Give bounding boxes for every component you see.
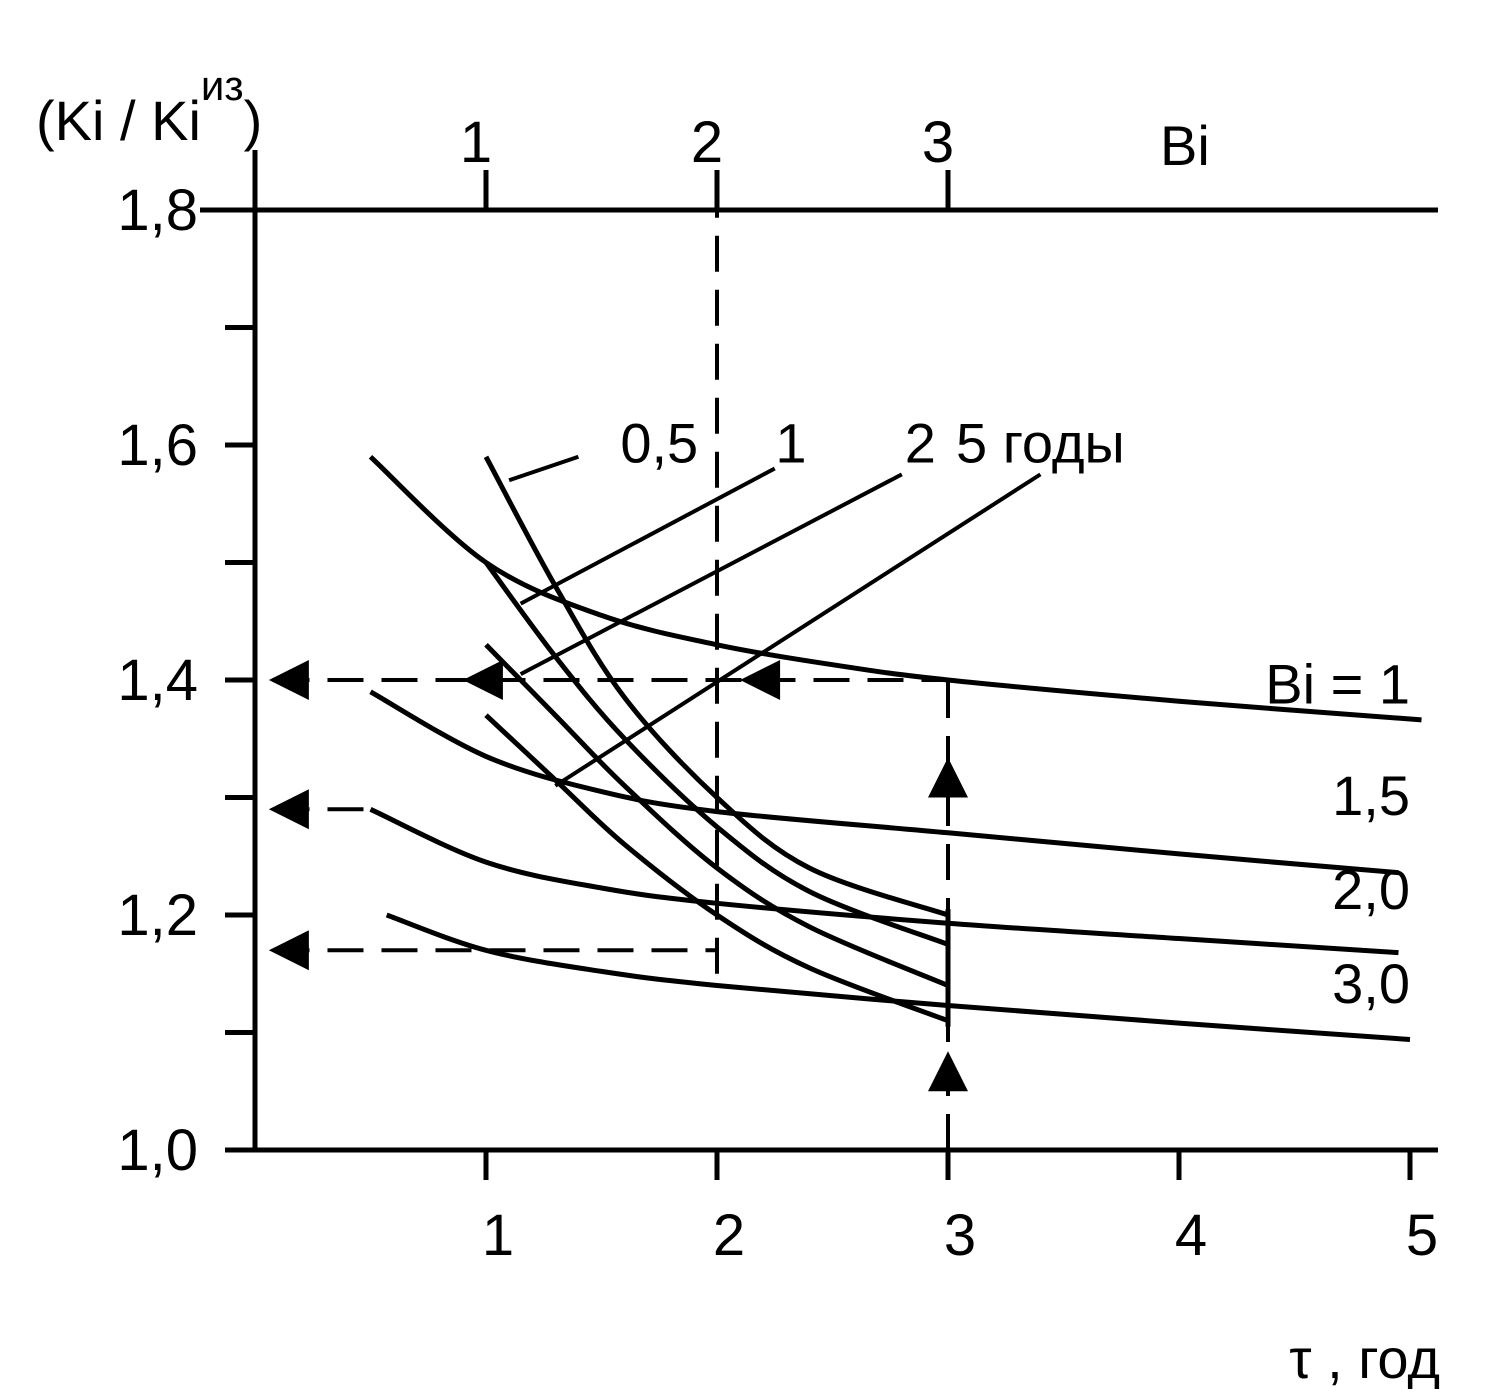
leader-line-05: [508, 454, 580, 483]
leader-line-2: [519, 472, 903, 676]
y-axis-title: (Ki / Kiиз): [36, 62, 262, 152]
leader-line-1: [519, 466, 776, 606]
top-tick-label: 2: [691, 110, 723, 175]
time-curve-label: 1: [775, 412, 806, 475]
y-axis-title-superscript: из: [201, 62, 244, 109]
time-curve-label: 2: [905, 412, 936, 475]
bi-curve-label: 3,0: [1332, 952, 1410, 1015]
bi-curve-label: Bi = 1: [1265, 653, 1410, 716]
top-tick-label: 3: [922, 110, 954, 175]
time-curve-label: 5 годы: [956, 412, 1125, 475]
arrow-marker-up: [928, 1051, 968, 1092]
x-tick-label: 2: [713, 1203, 745, 1268]
top-tick-label: 1: [460, 110, 492, 175]
y-tick-label: 1,4: [117, 648, 198, 713]
bi-curve-label: 1,5: [1332, 764, 1410, 827]
arrow-marker-left: [268, 660, 309, 700]
leader-line-3: [554, 472, 1042, 788]
top-axis-title: Bi: [1160, 114, 1210, 177]
time-curve-3: [484, 643, 949, 988]
x-axis-title: τ , год: [1289, 1327, 1440, 1390]
bi-curve-label: 2,0: [1332, 858, 1410, 921]
labels: Bi = 1 1,5 2,0 3,0 0,5 1 2 5 годы: [620, 412, 1410, 1016]
curves: [368, 454, 1422, 1042]
time-curve-2: [483, 561, 949, 947]
arrow-marker-left: [740, 660, 781, 700]
arrow-marker-left: [268, 930, 309, 971]
bi-curve-1: [368, 454, 1422, 723]
time-curve-4: [484, 713, 949, 1024]
arrow-marker-up: [928, 757, 968, 798]
x-tick-label: 1: [482, 1203, 514, 1268]
arrow-marker-left: [462, 660, 503, 700]
axes: 1,0 1,2 1,4 1,6 1,8 1 2 3 4 5 1 2 3: [117, 110, 1438, 1268]
y-tick-label: 1,8: [117, 178, 198, 243]
bi-curve-2: [369, 689, 1399, 876]
arrow-markers: [268, 660, 968, 1092]
x-tick-label: 4: [1175, 1203, 1207, 1268]
arrow-marker-left: [268, 789, 309, 830]
time-curve-label: 0,5: [620, 412, 698, 475]
y-tick-label: 1,2: [117, 883, 198, 948]
bi-curve-4: [385, 912, 1411, 1042]
bi-curve-3: [369, 807, 1399, 956]
y-tick-label: 1,0: [117, 1118, 198, 1183]
y-tick-label: 1,6: [117, 413, 198, 478]
x-tick-label: 3: [944, 1203, 976, 1268]
time-curve-1: [483, 455, 949, 918]
x-tick-label: 5: [1406, 1203, 1438, 1268]
y-axis-title-close: ): [244, 89, 263, 152]
